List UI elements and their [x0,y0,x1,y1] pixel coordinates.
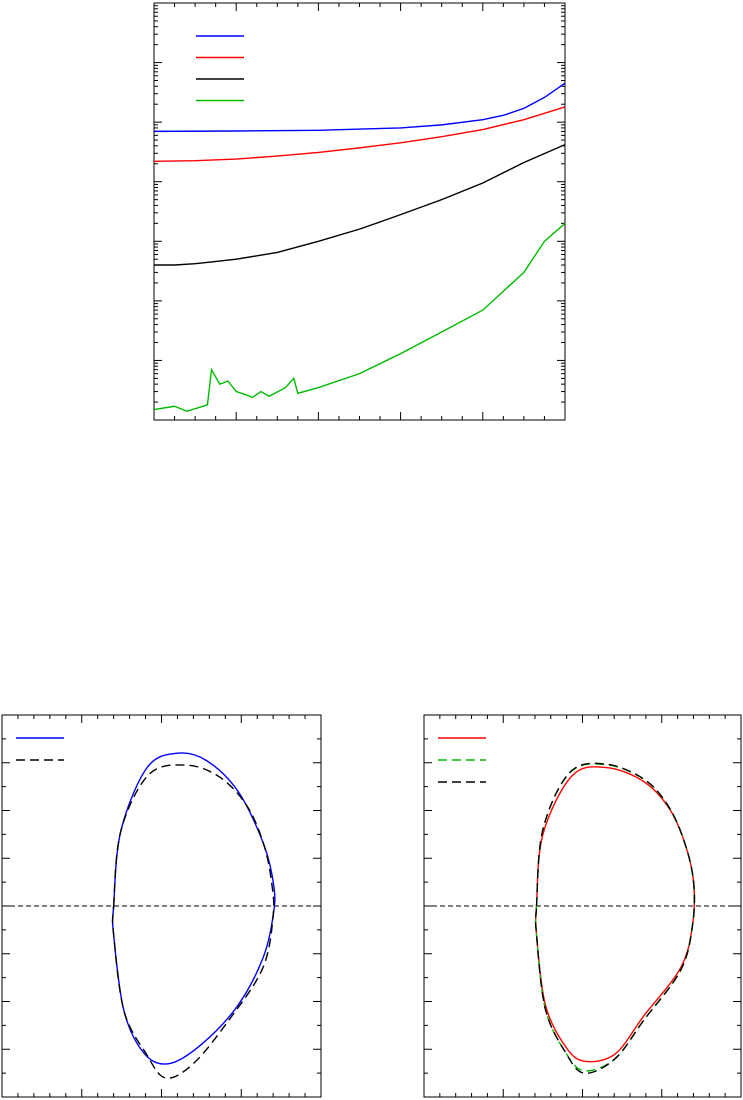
plot-frame [153,2,566,421]
series-curve-2 [534,762,696,1074]
shape-comparison-chart-right [423,714,742,1098]
series-curve-0 [111,752,276,1065]
series-line-3 [153,222,566,413]
series-line-0 [153,82,566,133]
plot-frame [1,714,322,1098]
plot-frame [423,714,742,1098]
series-curve-0 [534,766,696,1063]
series-line-2 [154,143,566,266]
shape-comparison-chart-left [1,714,322,1098]
log-line-chart [153,2,566,421]
series-line-1 [153,106,566,163]
series-curve-1 [534,763,696,1072]
series-curve-1 [111,764,275,1079]
